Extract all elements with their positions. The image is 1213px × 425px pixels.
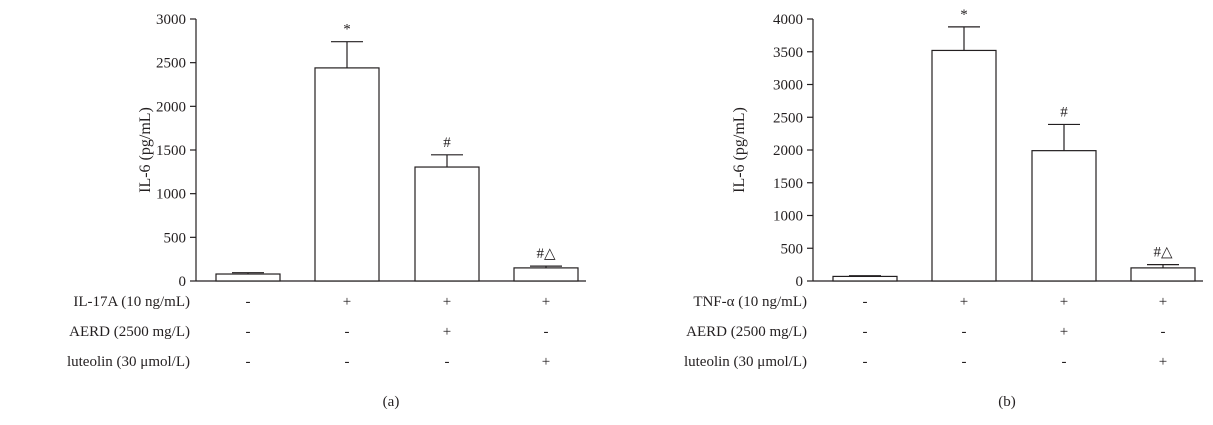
condition-sign: +	[343, 294, 351, 310]
y-tick-label: 3000	[156, 12, 186, 28]
condition-sign: -	[962, 324, 967, 340]
y-tick-label: 3500	[773, 45, 803, 61]
significance-marker: #	[1060, 104, 1068, 120]
significance-marker: *	[343, 22, 351, 38]
condition-sign: -	[345, 354, 350, 370]
condition-label: AERD (2500 mg/L)	[69, 324, 190, 340]
condition-label: TNF-α (10 ng/mL)	[693, 294, 807, 310]
y-tick-label: 3000	[773, 78, 803, 94]
condition-label: AERD (2500 mg/L)	[686, 324, 807, 340]
condition-sign: +	[1060, 294, 1068, 310]
condition-sign: +	[1159, 354, 1167, 370]
significance-marker: #△	[1153, 245, 1173, 261]
y-tick-label: 500	[781, 241, 804, 257]
y-tick-label: 1500	[773, 176, 803, 192]
condition-label: luteolin (30 μmol/L)	[67, 354, 190, 370]
bar	[1130, 267, 1196, 282]
condition-sign: -	[863, 294, 868, 310]
y-axis-label: IL-6 (pg/mL)	[731, 107, 748, 193]
y-tick-label: 1000	[156, 187, 186, 203]
bar	[414, 166, 480, 282]
condition-sign: +	[542, 294, 550, 310]
y-tick-label: 2000	[156, 99, 186, 115]
bar	[832, 275, 898, 282]
panel-b: 0 500 1000 1500 2000 2500 3000 3500 4000 IL-6 (pg…	[684, 7, 1203, 410]
condition-sign: -	[246, 294, 251, 310]
condition-sign: +	[1159, 294, 1167, 310]
condition-sign: -	[246, 354, 251, 370]
bar	[931, 49, 997, 282]
y-tick-label: 0	[179, 274, 187, 290]
condition-sign: -	[1161, 324, 1166, 340]
bar	[314, 67, 380, 282]
y-tick-label: 1000	[773, 209, 803, 225]
condition-sign: +	[1060, 324, 1068, 340]
bar	[1031, 150, 1097, 282]
condition-sign: -	[246, 324, 251, 340]
condition-sign: -	[863, 324, 868, 340]
y-tick-label: 4000	[773, 12, 803, 28]
panel-caption: (b)	[998, 394, 1016, 410]
y-tick-label: 1500	[156, 143, 186, 159]
y-tick-label: 500	[164, 230, 187, 246]
significance-marker: #△	[536, 246, 556, 262]
significance-marker: *	[960, 7, 968, 23]
condition-sign: +	[443, 324, 451, 340]
condition-sign: -	[345, 324, 350, 340]
y-axis-label: IL-6 (pg/mL)	[137, 107, 154, 193]
condition-sign: -	[962, 354, 967, 370]
significance-marker: #	[443, 135, 451, 151]
condition-sign: -	[863, 354, 868, 370]
condition-sign: -	[544, 324, 549, 340]
y-tick-label: 0	[796, 274, 804, 290]
y-tick-label: 2000	[773, 143, 803, 159]
panel-caption: (a)	[383, 394, 400, 410]
bar	[513, 267, 579, 282]
condition-sign: +	[443, 294, 451, 310]
condition-sign: -	[445, 354, 450, 370]
panel-a: 0 500 1000 1500 2000 2500 3000 IL-6 (pg/mL) * # #△…	[67, 12, 586, 410]
bar	[215, 273, 281, 282]
condition-sign: +	[960, 294, 968, 310]
condition-label: IL-17A (10 ng/mL)	[73, 294, 190, 310]
condition-label: luteolin (30 μmol/L)	[684, 354, 807, 370]
condition-sign: +	[542, 354, 550, 370]
condition-sign: -	[1062, 354, 1067, 370]
y-tick-label: 2500	[773, 110, 803, 126]
y-tick-label: 2500	[156, 56, 186, 72]
